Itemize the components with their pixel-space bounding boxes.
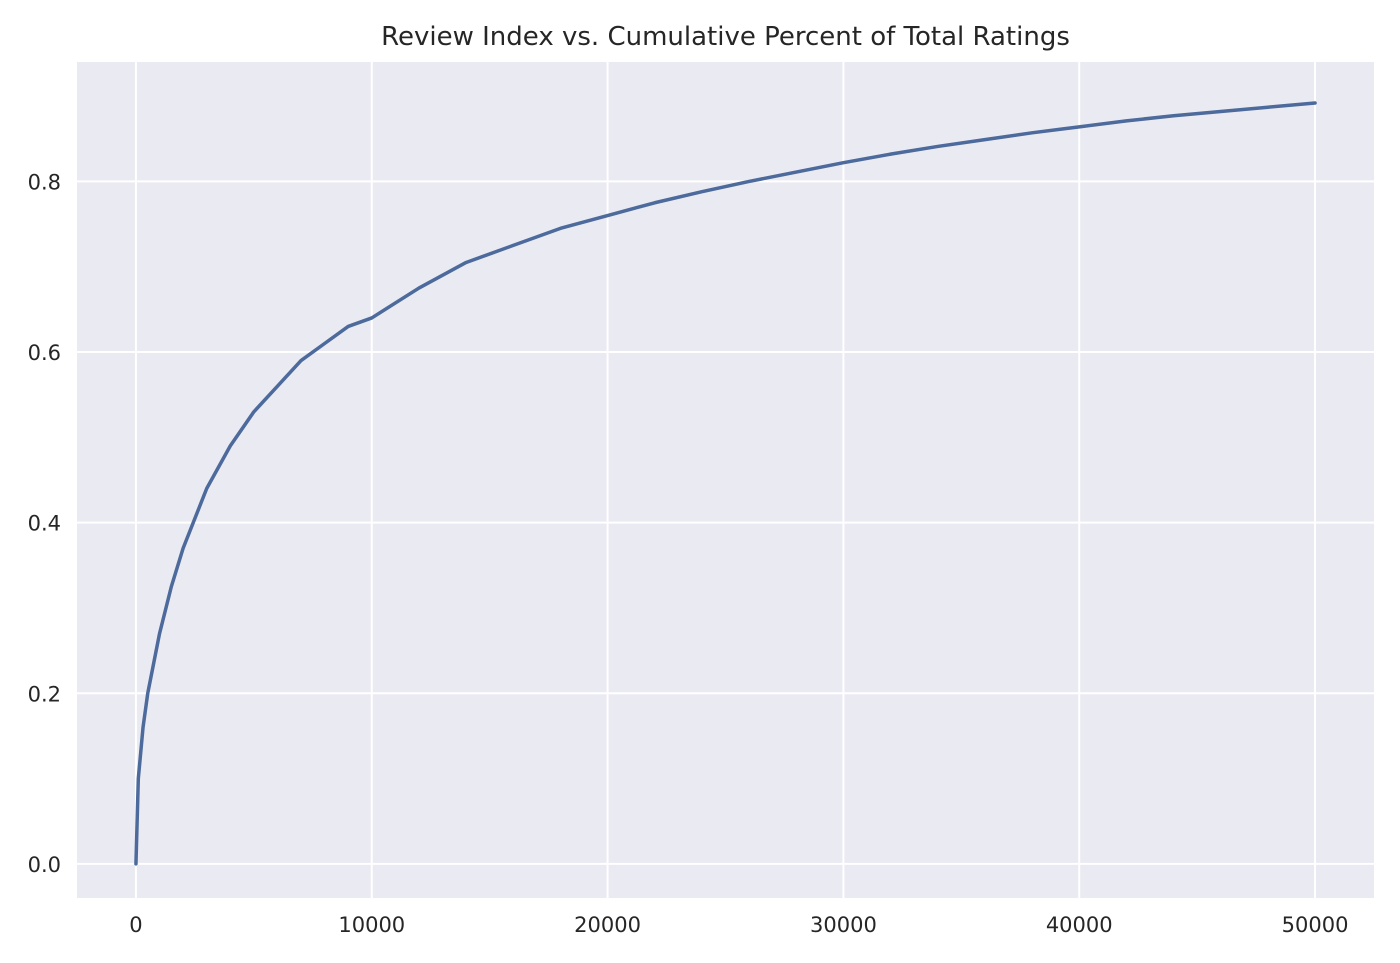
series-line xyxy=(134,101,1317,866)
series-layer xyxy=(134,101,1317,866)
x-tick-label: 30000 xyxy=(810,913,877,937)
plot-area xyxy=(77,62,1374,898)
y-tick-label: 0.2 xyxy=(28,682,61,706)
x-tick-label: 0 xyxy=(129,913,142,937)
chart-title: Review Index vs. Cumulative Percent of T… xyxy=(381,22,1070,52)
y-axis: 0.0 0.2 0.4 0.6 0.8 xyxy=(28,170,61,876)
x-axis: 0 10000 20000 30000 40000 50000 xyxy=(129,913,1348,937)
y-tick-label: 0.0 xyxy=(28,853,61,877)
x-tick-label: 20000 xyxy=(574,913,641,937)
y-tick-label: 0.8 xyxy=(28,170,61,194)
grid-layer xyxy=(77,62,1374,898)
y-tick-label: 0.6 xyxy=(28,341,61,365)
x-tick-label: 40000 xyxy=(1046,913,1113,937)
y-tick-label: 0.4 xyxy=(28,512,61,536)
x-tick-label: 10000 xyxy=(338,913,405,937)
x-tick-label: 50000 xyxy=(1282,913,1349,937)
